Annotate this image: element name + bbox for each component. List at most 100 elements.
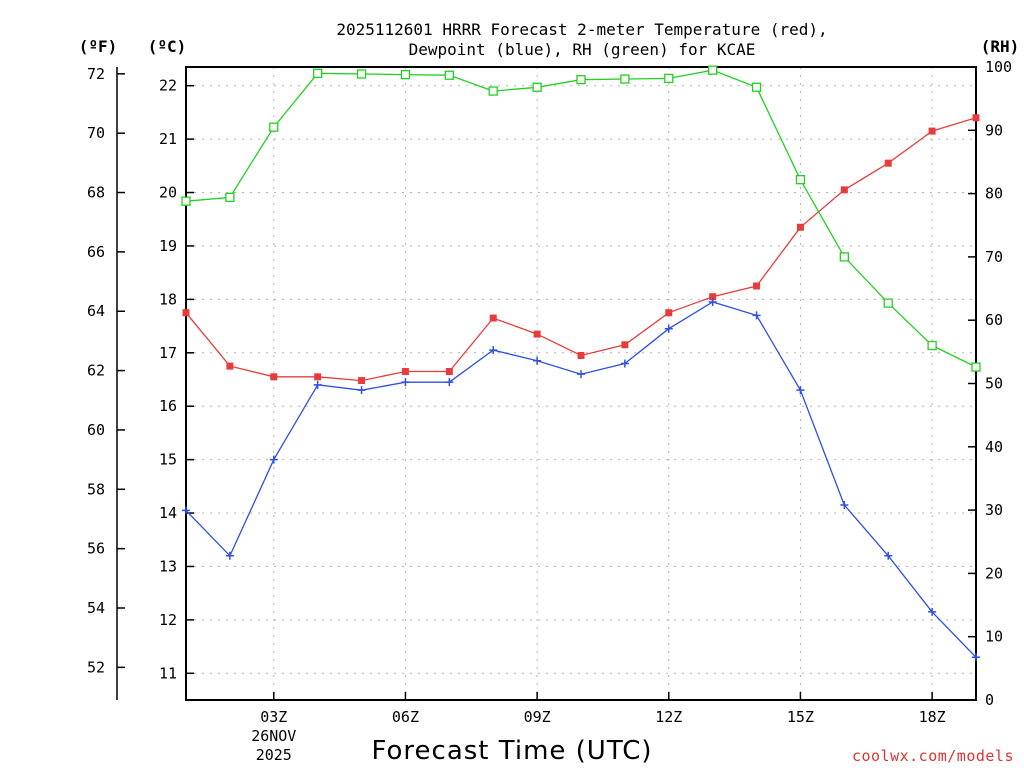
fahrenheit-unit-label: (ºF) (79, 37, 118, 56)
dewpoint-point (796, 386, 805, 395)
rh-point (356, 69, 367, 79)
dewpoint-point (620, 359, 629, 368)
fahrenheit-tick-label: 58 (87, 480, 105, 498)
dewpoint-point (840, 501, 849, 510)
temperature-point (226, 362, 234, 370)
rh-tick-label: 90 (985, 121, 1003, 139)
plot-frame (185, 66, 977, 701)
rh-tick-label: 80 (985, 185, 1003, 203)
celsius-tick-label: 15 (159, 451, 177, 469)
celsius-tick-label: 17 (159, 344, 177, 362)
rh-unit-label: (RH) (981, 37, 1020, 56)
rh-point (269, 122, 279, 132)
dewpoint-point (357, 386, 366, 395)
x-tick-date-label: 26NOV (251, 727, 296, 745)
dewpoint-point (928, 607, 937, 616)
dewpoint-point (445, 378, 454, 387)
celsius-tick-label: 14 (159, 504, 177, 522)
celsius-unit-label: (ºC) (148, 37, 187, 56)
rh-tick-label: 0 (985, 691, 994, 709)
temperature-point (314, 373, 322, 381)
temperature-point (928, 127, 936, 135)
rh-tick-label: 30 (985, 501, 1003, 519)
rh-point (795, 175, 806, 185)
series (181, 65, 981, 662)
temperature-point (533, 330, 541, 338)
dewpoint-point (533, 356, 542, 365)
rh-point (313, 68, 323, 78)
temperature-point (270, 373, 278, 381)
temperature-point (577, 351, 585, 359)
dewpoint-point (884, 551, 893, 560)
temperature-point (358, 377, 366, 385)
rh-point (400, 69, 411, 80)
rh-point (664, 73, 674, 84)
temperature-point (840, 186, 848, 194)
rh-point (225, 192, 235, 203)
x-tick-label: 03Z (260, 708, 287, 726)
x-axis-label: Forecast Time (UTC) (371, 736, 652, 766)
rh-point (927, 340, 937, 351)
fahrenheit-tick-label: 66 (87, 243, 105, 261)
temperature-point (972, 114, 980, 122)
rh-point (620, 74, 630, 84)
x-tick-year-label: 2025 (256, 746, 292, 764)
dewpoint-point (313, 380, 322, 389)
fahrenheit-tick-label: 62 (87, 362, 105, 380)
temperature-point (796, 223, 804, 231)
celsius-tick-label: 19 (159, 237, 177, 255)
fahrenheit-tick-label: 56 (87, 540, 105, 558)
temperature-point (489, 314, 497, 322)
dewpoint-point (664, 324, 673, 333)
rh-tick-label: 40 (985, 438, 1003, 456)
rh-tick-label: 60 (985, 311, 1003, 329)
dewpoint-point (401, 378, 410, 387)
rh-point (181, 196, 191, 206)
rh-tick-label: 50 (985, 375, 1003, 393)
fahrenheit-tick-label: 52 (87, 658, 105, 676)
celsius-tick-label: 21 (159, 130, 177, 148)
temperature-point (621, 341, 629, 349)
dewpoint-point (577, 370, 585, 379)
chart-title-line1: 2025112601 HRRR Forecast 2-meter Tempera… (336, 20, 827, 39)
temperature-point (182, 309, 190, 317)
temperature-point (753, 282, 761, 290)
x-tick-label: 15Z (787, 708, 814, 726)
rh-point (883, 298, 893, 308)
temperature-point (445, 367, 453, 375)
rh-tick-label: 100 (985, 58, 1012, 76)
rh-tick-label: 20 (985, 564, 1003, 582)
axes: 52 54 56 58 60 62 64 66 68 70 72 11 12 13 14 15 16 17 18 19… (87, 58, 1012, 764)
fahrenheit-tick-label: 70 (87, 124, 105, 142)
celsius-tick-label: 11 (159, 664, 177, 682)
dewpoint-point (269, 455, 278, 464)
fahrenheit-tick-label: 72 (87, 65, 105, 83)
rh-point (751, 82, 762, 92)
grid (186, 67, 976, 700)
rh-point (839, 252, 849, 262)
dewpoint-point (708, 298, 717, 307)
rh-point (576, 75, 586, 85)
rh-point (444, 70, 454, 80)
temperature-line (185, 117, 977, 382)
celsius-tick-label: 12 (159, 611, 177, 629)
fahrenheit-tick-label: 68 (87, 184, 105, 202)
rh-point (708, 65, 718, 75)
celsius-tick-label: 13 (159, 557, 177, 575)
celsius-tick-label: 20 (159, 184, 177, 202)
temperature-point (665, 309, 673, 317)
x-tick-label: 12Z (655, 708, 682, 726)
dewpoint-point (489, 346, 498, 355)
rh-point (532, 82, 542, 92)
temperature-point (401, 367, 409, 375)
x-tick-label: 06Z (392, 708, 419, 726)
x-tick-label: 09Z (524, 708, 551, 726)
fahrenheit-tick-label: 60 (87, 421, 105, 439)
fahrenheit-tick-label: 54 (87, 599, 105, 617)
rh-line (185, 69, 977, 368)
celsius-tick-label: 18 (159, 290, 177, 308)
celsius-tick-label: 16 (159, 397, 177, 415)
celsius-tick-label: 22 (159, 77, 177, 95)
